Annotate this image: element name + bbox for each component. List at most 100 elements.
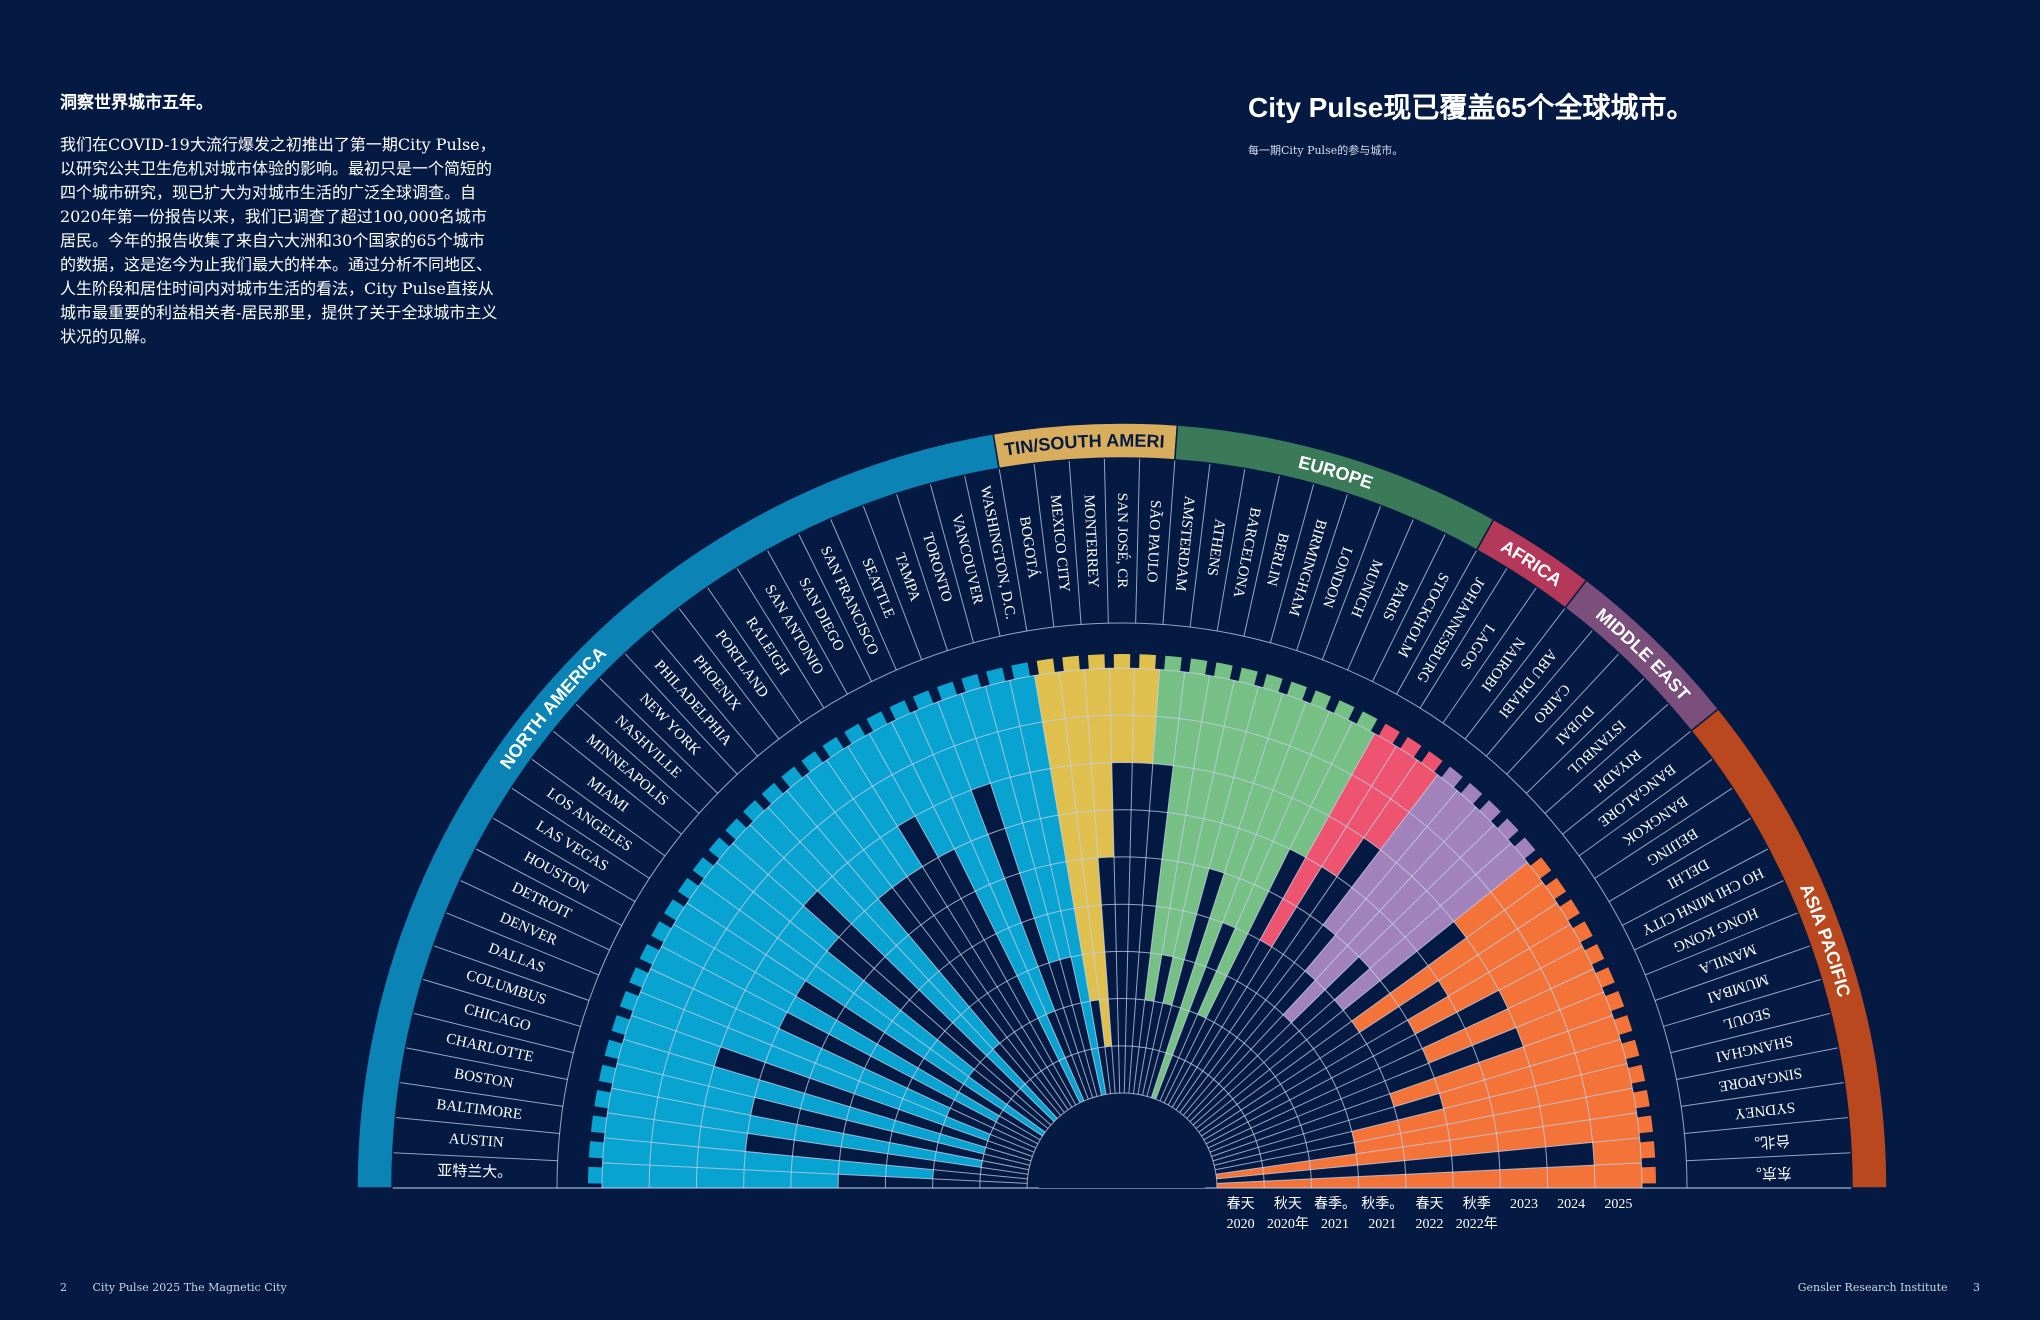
- participation-edge: [1238, 667, 1258, 686]
- city-label: DENVER: [497, 910, 559, 949]
- city-spoke: [1216, 1137, 1640, 1180]
- edition-ring: [884, 950, 1360, 1189]
- participation-cell: [1310, 764, 1352, 817]
- participation-cell: [1091, 762, 1113, 811]
- city-label: SÃO PAULO: [1143, 500, 1163, 583]
- participation-cell: [1405, 1172, 1454, 1188]
- city-spoke: [661, 945, 1039, 1145]
- participation-edge: [588, 1166, 603, 1184]
- participation-cell: [1496, 1126, 1546, 1152]
- city-spoke: [604, 1137, 1028, 1180]
- edition-ring: [648, 714, 1596, 1189]
- participation-cell: [864, 898, 909, 946]
- participation-cell: [1109, 668, 1135, 716]
- label-divider: [1680, 1082, 1845, 1107]
- city-spoke: [1179, 774, 1439, 1113]
- participation-cell: [1058, 1057, 1085, 1103]
- label-divider: [1103, 458, 1109, 624]
- participation-cell: [1396, 826, 1444, 877]
- participation-cell: [1449, 1133, 1499, 1157]
- participation-cell: [1074, 906, 1094, 955]
- page-headline: City Pulse现已覆盖65个全球城市。: [1248, 92, 1695, 123]
- participation-cell: [1305, 934, 1348, 981]
- city-spoke: [623, 1038, 1032, 1162]
- participation-cell: [1335, 898, 1380, 946]
- participation-cell: [1133, 668, 1160, 717]
- participation-cell: [1351, 1120, 1401, 1143]
- city-label: 台北。: [1745, 1131, 1791, 1151]
- participation-cell: [1066, 859, 1088, 909]
- label-divider: [413, 1012, 574, 1054]
- participation-cell: [745, 972, 796, 1013]
- participation-cell: [930, 1039, 975, 1077]
- participation-cell: [1594, 1162, 1642, 1188]
- city-spoke: [1186, 806, 1477, 1119]
- participation-cell: [1222, 878, 1255, 928]
- participation-cell: [1426, 790, 1477, 842]
- city-label: MONTERREY: [1080, 494, 1100, 588]
- participation-cell: [1038, 1014, 1066, 1061]
- participation-cell: [684, 988, 737, 1028]
- participation-cell: [1027, 966, 1055, 1015]
- participation-cell: [790, 1172, 839, 1188]
- participation-cell: [863, 837, 908, 888]
- participation-cell: [902, 1088, 951, 1117]
- participation-cell: [847, 849, 893, 899]
- region-label: NORTH AMERICA: [496, 643, 610, 773]
- participation-cell: [851, 910, 897, 957]
- participation-edge: [598, 1064, 617, 1084]
- label-divider: [678, 607, 780, 740]
- participation-cell: [817, 812, 864, 863]
- participation-cell: [1535, 1074, 1586, 1107]
- participation-cell: [1289, 806, 1329, 858]
- participation-cell: [783, 841, 833, 891]
- participation-cell: [880, 826, 923, 877]
- participation-cell: [869, 721, 913, 775]
- participation-cell: [1392, 890, 1441, 938]
- participation-cell: [1465, 1008, 1517, 1046]
- participation-cell: [1238, 783, 1273, 835]
- participation-cell: [1272, 745, 1311, 798]
- participation-cell: [1407, 996, 1457, 1035]
- participation-cell: [1291, 754, 1332, 807]
- participation-cell: [708, 1066, 760, 1098]
- participation-cell: [696, 1167, 745, 1188]
- city-spoke: [701, 881, 1046, 1133]
- participation-cell: [701, 862, 754, 911]
- participation-cell: [986, 1049, 1026, 1089]
- label-divider: [1464, 607, 1566, 740]
- participation-edge: [822, 736, 844, 758]
- participation-cell: [794, 1124, 844, 1147]
- city-spoke: [1207, 968, 1594, 1149]
- city-spoke: [1009, 680, 1102, 1096]
- participation-edge: [781, 766, 803, 788]
- edition-ring: [601, 667, 1643, 1189]
- participation-cell: [714, 928, 767, 973]
- participation-cell: [1282, 857, 1322, 907]
- participation-cell: [1390, 760, 1438, 813]
- city-spoke: [937, 701, 1089, 1100]
- participation-cell: [1289, 701, 1330, 755]
- participation-cell: [1209, 873, 1240, 923]
- participation-cell: [898, 1098, 947, 1126]
- participation-cell: [1195, 918, 1223, 967]
- participation-edge: [761, 782, 784, 805]
- participation-cell: [1478, 1046, 1530, 1080]
- participation-cell: [726, 910, 778, 955]
- city-spoke: [1195, 861, 1528, 1129]
- city-spoke: [1123, 668, 1136, 1094]
- city-spoke: [716, 861, 1049, 1129]
- participation-cell: [996, 927, 1028, 976]
- label-divider: [1608, 817, 1752, 902]
- city-spoke: [732, 842, 1052, 1126]
- participation-cell: [1347, 910, 1393, 957]
- participation-edge: [1262, 673, 1283, 693]
- participation-cell: [854, 1080, 903, 1110]
- participation-edge: [1286, 681, 1308, 701]
- participation-cell: [1173, 910, 1197, 960]
- participation-cell: [631, 991, 685, 1032]
- label-divider: [1654, 945, 1811, 1001]
- participation-cell: [1475, 843, 1528, 892]
- participation-cell: [1216, 927, 1248, 976]
- participation-cell: [1379, 876, 1427, 924]
